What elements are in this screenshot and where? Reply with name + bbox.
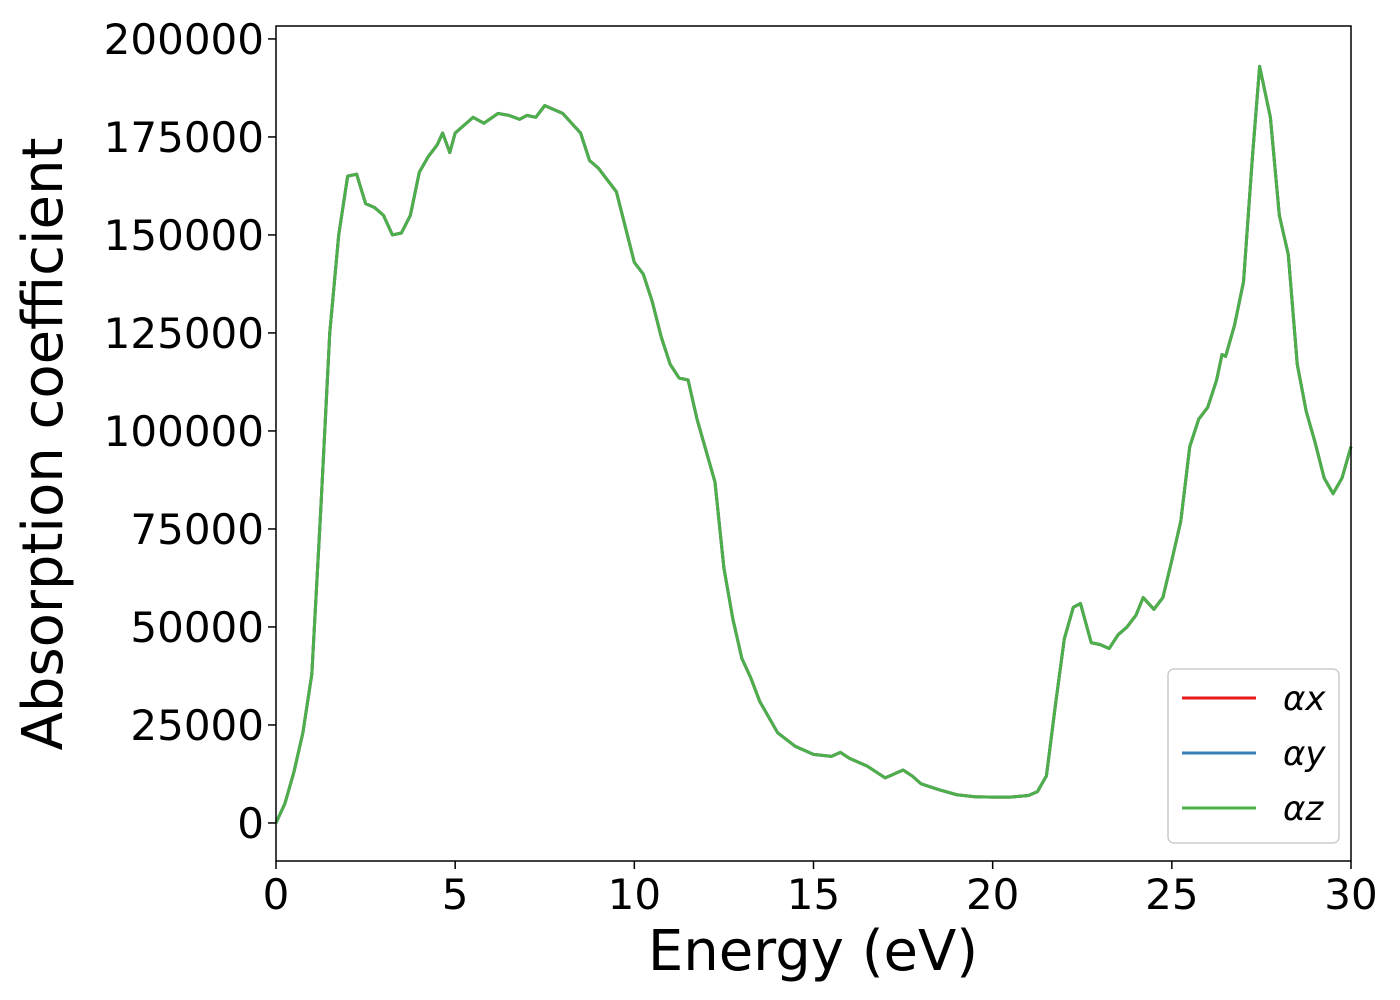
legend-label: αy bbox=[1283, 734, 1326, 774]
series-line bbox=[274, 64, 1353, 824]
y-tick-label: 25000 bbox=[130, 701, 264, 750]
x-tick-label: 30 bbox=[1324, 870, 1377, 919]
legend-box bbox=[1167, 668, 1340, 844]
y-tick-label: 50000 bbox=[130, 603, 264, 652]
legend-label: αz bbox=[1283, 789, 1324, 829]
y-tick-label: 125000 bbox=[104, 309, 264, 358]
x-tick-label: 20 bbox=[966, 870, 1019, 919]
y-tick-label: 200000 bbox=[104, 15, 264, 64]
y-tick-label: 175000 bbox=[104, 113, 264, 162]
x-axis-label: Energy (eV) bbox=[648, 919, 978, 984]
x-tick-label: 5 bbox=[442, 870, 469, 919]
legend-label: αx bbox=[1283, 679, 1326, 719]
y-tick-label: 100000 bbox=[104, 407, 264, 456]
x-tick-label: 10 bbox=[608, 870, 661, 919]
x-tick-label: 0 bbox=[263, 870, 290, 919]
y-tick-label: 0 bbox=[237, 799, 264, 848]
y-tick-label: 75000 bbox=[130, 505, 264, 554]
y-axis-label: Absorption coefficient bbox=[11, 138, 76, 751]
plot-frame bbox=[275, 25, 1352, 862]
x-tick-label: 25 bbox=[1145, 870, 1198, 919]
x-tick-label: 15 bbox=[787, 870, 840, 919]
y-tick-label: 150000 bbox=[104, 211, 264, 260]
